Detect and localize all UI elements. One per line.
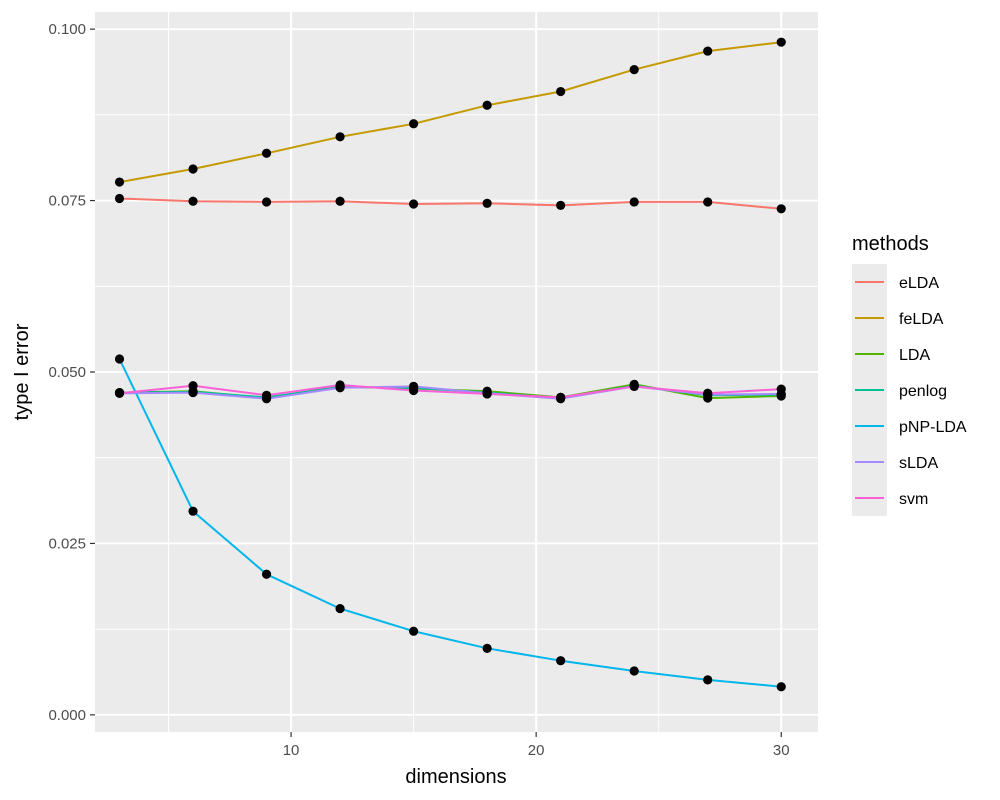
data-point-svm bbox=[409, 385, 419, 396]
legend-label-penlog: penlog bbox=[899, 383, 947, 400]
data-point-svm bbox=[556, 392, 566, 402]
data-point-pNP-LDA bbox=[629, 666, 639, 676]
y-tick-label: 0.050 bbox=[48, 364, 86, 381]
data-point-svm bbox=[335, 380, 345, 390]
data-point-eLDA bbox=[556, 200, 566, 210]
y-tick-label: 0.025 bbox=[48, 535, 86, 552]
data-point-pNP-LDA bbox=[114, 354, 125, 364]
data-point-pNP-LDA bbox=[335, 603, 345, 614]
data-point-feLDA bbox=[409, 119, 419, 129]
data-point-feLDA bbox=[114, 177, 125, 187]
y-tick-label: 0.000 bbox=[48, 707, 86, 724]
legend-items: eLDA feLDA LDA penlog pNP-LDA sLDA svm bbox=[852, 264, 967, 516]
data-points bbox=[114, 37, 786, 692]
x-tick-label: 20 bbox=[528, 742, 545, 759]
series-line-svm bbox=[119, 384, 782, 399]
data-point-pNP-LDA bbox=[703, 675, 713, 685]
data-point-svm bbox=[703, 388, 713, 398]
x-axis-ticks: 10 20 30 bbox=[283, 732, 790, 759]
data-point-eLDA bbox=[114, 193, 125, 204]
data-point-feLDA bbox=[335, 132, 345, 142]
legend: methods eLDA feLDA LDA penlog pNP-LDA sLDA svm bbox=[852, 233, 967, 516]
data-point-svm bbox=[629, 381, 639, 391]
legend-label-pNP-LDA: pNP-LDA bbox=[899, 419, 967, 436]
data-point-eLDA bbox=[629, 197, 639, 207]
series-line-eLDA bbox=[119, 197, 782, 210]
y-axis-ticks: 0.000 0.025 0.050 0.075 0.100 bbox=[48, 21, 95, 724]
data-point-feLDA bbox=[261, 148, 272, 158]
data-point-svm bbox=[114, 388, 125, 398]
data-point-eLDA bbox=[335, 196, 345, 206]
series-line-feLDA bbox=[119, 41, 782, 184]
data-point-feLDA bbox=[776, 37, 786, 47]
y-tick-label: 0.100 bbox=[48, 21, 86, 38]
data-point-svm bbox=[188, 381, 198, 391]
x-tick-label: 10 bbox=[283, 742, 300, 759]
data-point-eLDA bbox=[261, 197, 272, 207]
x-tick-label: 30 bbox=[773, 742, 790, 759]
legend-label-sLDA: sLDA bbox=[899, 455, 938, 472]
data-point-eLDA bbox=[188, 196, 198, 206]
legend-label-feLDA: feLDA bbox=[899, 311, 944, 328]
data-point-svm bbox=[482, 389, 492, 399]
data-point-pNP-LDA bbox=[482, 643, 492, 653]
data-point-svm bbox=[261, 390, 272, 400]
data-point-svm bbox=[776, 384, 786, 394]
data-point-pNP-LDA bbox=[556, 656, 566, 666]
data-point-eLDA bbox=[482, 198, 492, 208]
legend-label-LDA: LDA bbox=[899, 347, 930, 364]
data-point-feLDA bbox=[188, 164, 198, 174]
data-point-pNP-LDA bbox=[188, 506, 198, 516]
series-line-pNP-LDA bbox=[118, 358, 782, 688]
series-lines bbox=[118, 41, 782, 688]
data-point-eLDA bbox=[703, 197, 713, 207]
legend-title: methods bbox=[852, 233, 929, 255]
data-point-feLDA bbox=[629, 65, 639, 75]
data-point-eLDA bbox=[776, 204, 786, 214]
legend-label-svm: svm bbox=[899, 491, 928, 508]
data-point-eLDA bbox=[409, 199, 419, 209]
data-point-sLDA bbox=[188, 387, 198, 398]
x-axis-title: dimensions bbox=[405, 766, 506, 788]
data-point-feLDA bbox=[703, 46, 713, 56]
y-axis-title: type I error bbox=[11, 323, 33, 420]
data-point-feLDA bbox=[482, 100, 492, 110]
legend-label-eLDA: eLDA bbox=[899, 275, 939, 292]
y-tick-label: 0.075 bbox=[48, 193, 86, 210]
data-point-pNP-LDA bbox=[261, 569, 272, 579]
data-point-feLDA bbox=[556, 86, 566, 97]
data-point-pNP-LDA bbox=[409, 626, 419, 636]
data-point-pNP-LDA bbox=[776, 682, 786, 692]
